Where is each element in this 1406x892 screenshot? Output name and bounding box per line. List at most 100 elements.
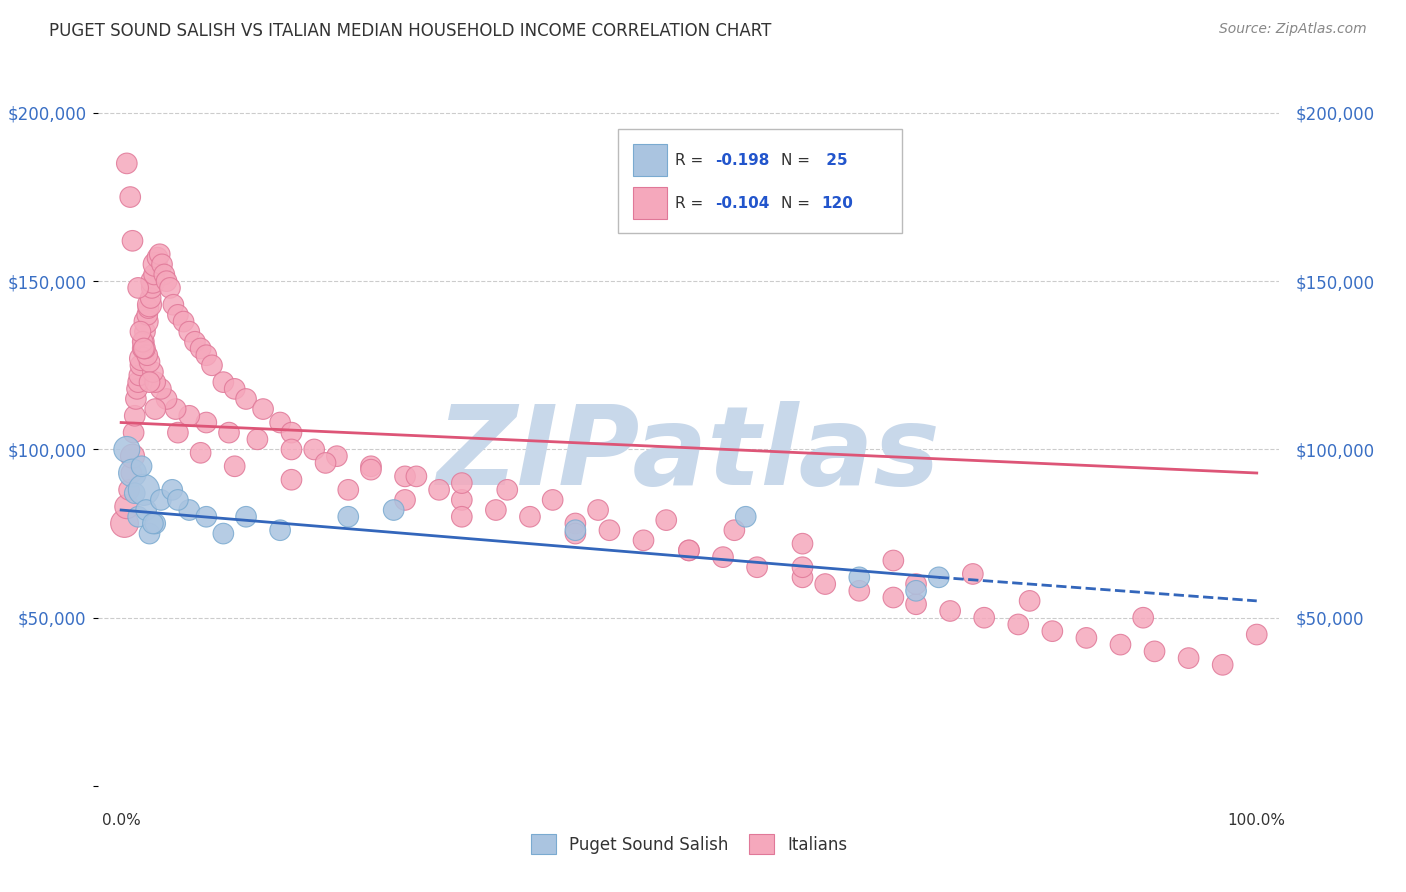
Point — [678, 543, 700, 558]
Point — [745, 560, 768, 574]
Point — [184, 334, 207, 349]
Point — [848, 570, 870, 584]
Point — [142, 365, 165, 379]
Point — [1040, 624, 1063, 639]
Point — [655, 513, 678, 527]
Point — [1177, 651, 1199, 665]
Bar — [634, 144, 666, 177]
Point — [326, 449, 349, 463]
Point — [394, 492, 416, 507]
Point — [129, 359, 152, 373]
Point — [848, 583, 870, 598]
Point — [928, 570, 950, 584]
Point — [118, 483, 141, 497]
Point — [302, 442, 325, 457]
Point — [115, 442, 138, 457]
Point — [138, 375, 160, 389]
Point — [1246, 627, 1268, 641]
Bar — [634, 186, 666, 219]
Text: 25: 25 — [821, 153, 848, 168]
Point — [598, 523, 620, 537]
Point — [162, 298, 184, 312]
Text: PUGET SOUND SALISH VS ITALIAN MEDIAN HOUSEHOLD INCOME CORRELATION CHART: PUGET SOUND SALISH VS ITALIAN MEDIAN HOU… — [49, 22, 772, 40]
Point — [135, 503, 157, 517]
Point — [138, 355, 160, 369]
Point — [115, 500, 138, 514]
Point — [179, 503, 201, 517]
Point — [150, 257, 173, 271]
Point — [1143, 644, 1166, 658]
Point — [115, 156, 138, 170]
Point — [792, 536, 814, 550]
Point — [190, 446, 212, 460]
Point — [120, 466, 142, 480]
Point — [792, 560, 814, 574]
Point — [723, 523, 745, 537]
Point — [143, 402, 166, 417]
Point — [143, 268, 166, 282]
Point — [586, 503, 609, 517]
Point — [195, 416, 218, 430]
Point — [120, 190, 142, 204]
Point — [141, 281, 163, 295]
Point — [142, 516, 165, 531]
Point — [734, 509, 756, 524]
Point — [450, 492, 472, 507]
Point — [135, 314, 157, 328]
Text: Source: ZipAtlas.com: Source: ZipAtlas.com — [1219, 22, 1367, 37]
Point — [792, 570, 814, 584]
Point — [678, 543, 700, 558]
Point — [162, 483, 183, 497]
Point — [280, 425, 302, 440]
Point — [179, 409, 201, 423]
Point — [541, 492, 564, 507]
Point — [224, 459, 246, 474]
Point — [882, 591, 904, 605]
Point — [564, 523, 586, 537]
Point — [450, 476, 472, 491]
Point — [711, 550, 734, 565]
Point — [132, 334, 155, 349]
Point — [235, 509, 257, 524]
Text: -0.104: -0.104 — [714, 195, 769, 211]
Point — [190, 342, 212, 356]
Point — [132, 483, 155, 497]
Point — [337, 509, 360, 524]
Point — [146, 251, 169, 265]
Point — [882, 553, 904, 567]
Point — [360, 459, 382, 474]
Point — [125, 382, 148, 396]
Point — [382, 503, 405, 517]
Point — [315, 456, 337, 470]
Point — [235, 392, 257, 406]
Point — [394, 469, 416, 483]
Point — [519, 509, 541, 524]
Point — [136, 348, 159, 362]
Point — [905, 597, 928, 611]
Point — [485, 503, 508, 517]
Point — [121, 234, 143, 248]
Point — [212, 375, 235, 389]
Text: N =: N = — [782, 153, 815, 168]
Point — [149, 247, 172, 261]
Point — [269, 416, 291, 430]
Point — [1132, 610, 1154, 624]
Point — [134, 342, 156, 356]
Point — [143, 375, 166, 389]
Point — [280, 442, 302, 457]
Point — [173, 314, 195, 328]
Text: ZIPatlas: ZIPatlas — [437, 401, 941, 508]
Point — [131, 459, 153, 474]
Point — [195, 509, 218, 524]
Point — [125, 392, 148, 406]
Point — [1076, 631, 1098, 645]
Point — [973, 610, 995, 624]
Point — [129, 325, 152, 339]
Point — [121, 449, 143, 463]
Point — [139, 291, 162, 305]
Point — [138, 526, 160, 541]
Point — [127, 509, 149, 524]
Point — [167, 308, 190, 322]
Point — [280, 473, 302, 487]
Point — [131, 351, 153, 366]
